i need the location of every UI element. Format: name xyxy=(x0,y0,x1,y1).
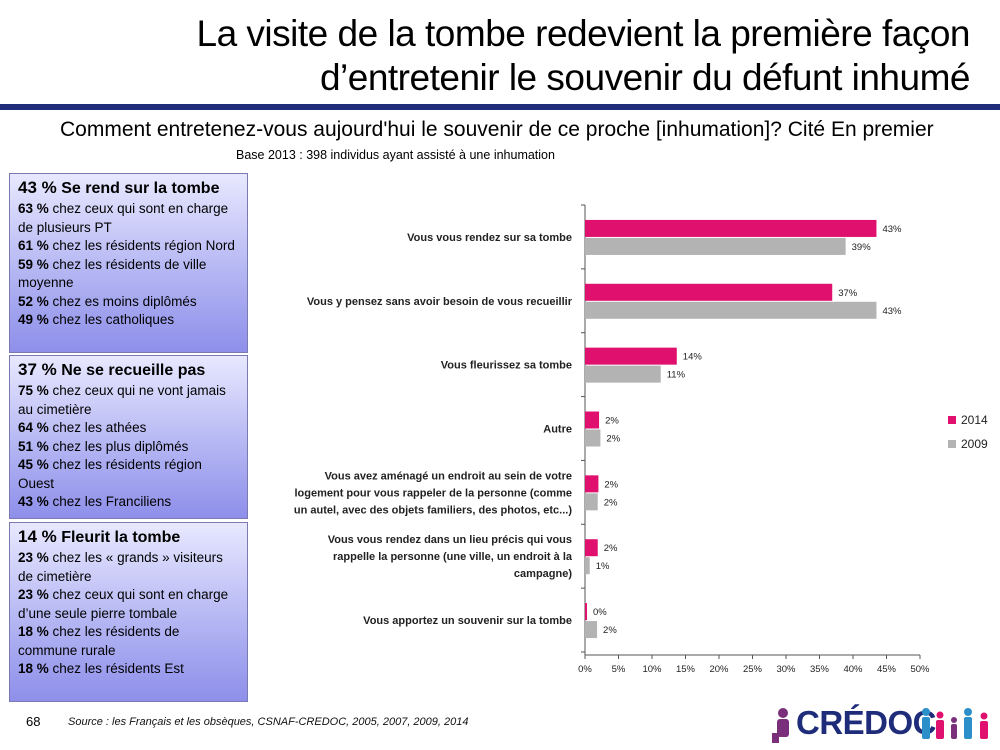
legend-label-2009: 2009 xyxy=(961,437,988,451)
bar-2014 xyxy=(585,475,599,493)
legend-swatch-2014 xyxy=(948,416,956,424)
category-label: Vous vous rendez dans un lieu précis qui… xyxy=(328,534,572,546)
base-note: Base 2013 : 398 individus ayant assisté … xyxy=(236,148,555,162)
insight-line: 63 % chez ceux qui sont en charge de plu… xyxy=(18,201,229,235)
insight-heading: 37 % Ne se recueille pas xyxy=(18,360,206,379)
x-tick-label: 40% xyxy=(843,664,863,675)
survey-question: Comment entretenez-vous aujourd'hui le s… xyxy=(60,118,934,141)
logo-family-icon xyxy=(922,708,988,739)
title-line-2: d’entretenir le souvenir du défunt inhum… xyxy=(319,57,971,98)
logo-figure-icon xyxy=(772,708,789,743)
value-label-2009: 1% xyxy=(596,561,610,572)
value-label-2009: 43% xyxy=(882,306,902,317)
value-label-2014: 2% xyxy=(604,479,618,490)
bar-2014 xyxy=(585,347,677,365)
category-label: Vous apportez un souvenir sur la tombe xyxy=(363,615,572,627)
insight-line: 23 % chez les « grands » visiteurs de ci… xyxy=(18,550,223,584)
value-label-2009: 2% xyxy=(603,625,617,636)
insight-heading: 14 % Fleurit la tombe xyxy=(18,527,181,546)
category-label: campagne) xyxy=(514,568,572,580)
x-tick-label: 30% xyxy=(776,664,796,675)
legend-swatch-2009 xyxy=(948,440,956,448)
insight-box-tomb: 43 % Se rend sur la tombe 63 % chez ceux… xyxy=(9,173,248,353)
bar-chart: 0% 5% 10% 15% 20% 25% 30% 35% 40% 45% 50% Vous vous… xyxy=(294,204,988,675)
bar-2009 xyxy=(585,237,846,255)
insight-heading: 43 % Se rend sur la tombe xyxy=(18,178,220,197)
title-line-1: La visite de la tombe redevient la premi… xyxy=(196,13,971,54)
bar-2014 xyxy=(585,411,600,429)
x-tick-label: 10% xyxy=(642,664,662,675)
value-label-2009: 39% xyxy=(852,242,872,253)
insight-box-no-recollection: 37 % Ne se recueille pas 75 % chez ceux … xyxy=(9,355,248,519)
bar-2009 xyxy=(585,301,877,319)
category-label: rappelle la personne (une ville, un endr… xyxy=(333,551,573,563)
x-tick-label: 5% xyxy=(612,664,626,675)
insight-line: 18 % chez les résidents Est xyxy=(18,661,184,676)
bar-2014 xyxy=(585,539,598,557)
source-note: Source : les Français et les obsèques, C… xyxy=(68,716,469,728)
insight-line: 75 % chez ceux qui ne vont jamais au cim… xyxy=(18,383,226,417)
category-label: logement pour vous rappeler de la person… xyxy=(294,487,572,499)
value-label-2009: 2% xyxy=(606,434,620,445)
x-tick-label: 45% xyxy=(877,664,897,675)
page-number: 68 xyxy=(26,714,41,729)
title-divider xyxy=(0,104,1000,110)
insight-line: 52 % chez es moins diplômés xyxy=(18,293,197,309)
value-label-2009: 2% xyxy=(604,497,618,508)
x-tick-label: 0% xyxy=(578,664,592,675)
page-title: La visite de la tombe redevient la premi… xyxy=(70,12,971,100)
category-label: Vous avez aménagé un endroit au sein de … xyxy=(325,470,572,482)
value-label-2014: 37% xyxy=(838,288,858,299)
value-label-2014: 2% xyxy=(605,416,619,427)
x-tick-label: 15% xyxy=(676,664,696,675)
insight-line: 45 % chez les résidents région Ouest xyxy=(18,457,202,491)
insight-box-flowers: 14 % Fleurit la tombe 23 % chez les « gr… xyxy=(9,522,248,702)
x-tick-label: 20% xyxy=(709,664,729,675)
bar-2009 xyxy=(585,493,598,511)
category-label: Autre xyxy=(543,424,572,436)
value-label-2014: 43% xyxy=(882,224,902,235)
insight-line: 59 % chez les résidents de ville moyenne xyxy=(18,256,207,291)
logo-text: CRÉDOC xyxy=(796,704,937,741)
insight-line: 43 % chez les Franciliens xyxy=(18,494,172,509)
value-label-2014: 2% xyxy=(604,543,618,554)
bar-2014 xyxy=(585,283,833,301)
x-tick-label: 35% xyxy=(810,664,830,675)
category-label: Vous y pensez sans avoir besoin de vous … xyxy=(307,296,573,308)
legend-label-2014: 2014 xyxy=(961,413,988,427)
bar-2009 xyxy=(585,429,601,447)
value-label-2014: 0% xyxy=(593,607,607,618)
category-label: Vous vous rendez sur sa tombe xyxy=(407,232,572,244)
bar-2009 xyxy=(585,557,590,575)
category-label: Vous fleurissez sa tombe xyxy=(441,360,572,372)
category-label: un autel, avec des objets familiers, des… xyxy=(294,504,572,516)
insight-line: 23 % chez ceux qui sont en charge d’une … xyxy=(18,587,229,621)
bar-2009 xyxy=(585,365,661,383)
x-tick-label: 50% xyxy=(910,664,930,675)
insight-line: 64 % chez les athées xyxy=(18,420,147,435)
bar-2014 xyxy=(585,219,877,237)
insight-line: 61 % chez les résidents région Nord xyxy=(18,238,235,253)
value-label-2014: 14% xyxy=(683,352,703,363)
insight-line: 18 % chez les résidents de commune rural… xyxy=(18,624,180,658)
insight-line: 51 % chez les plus diplômés xyxy=(18,438,189,454)
x-tick-label: 25% xyxy=(743,664,763,675)
credoc-logo: CRÉDOC xyxy=(768,703,993,747)
value-label-2009: 11% xyxy=(667,370,686,381)
insight-line: 49 % chez les catholiques xyxy=(18,312,175,327)
bar-2014 xyxy=(585,603,588,621)
bar-2009 xyxy=(585,621,598,639)
